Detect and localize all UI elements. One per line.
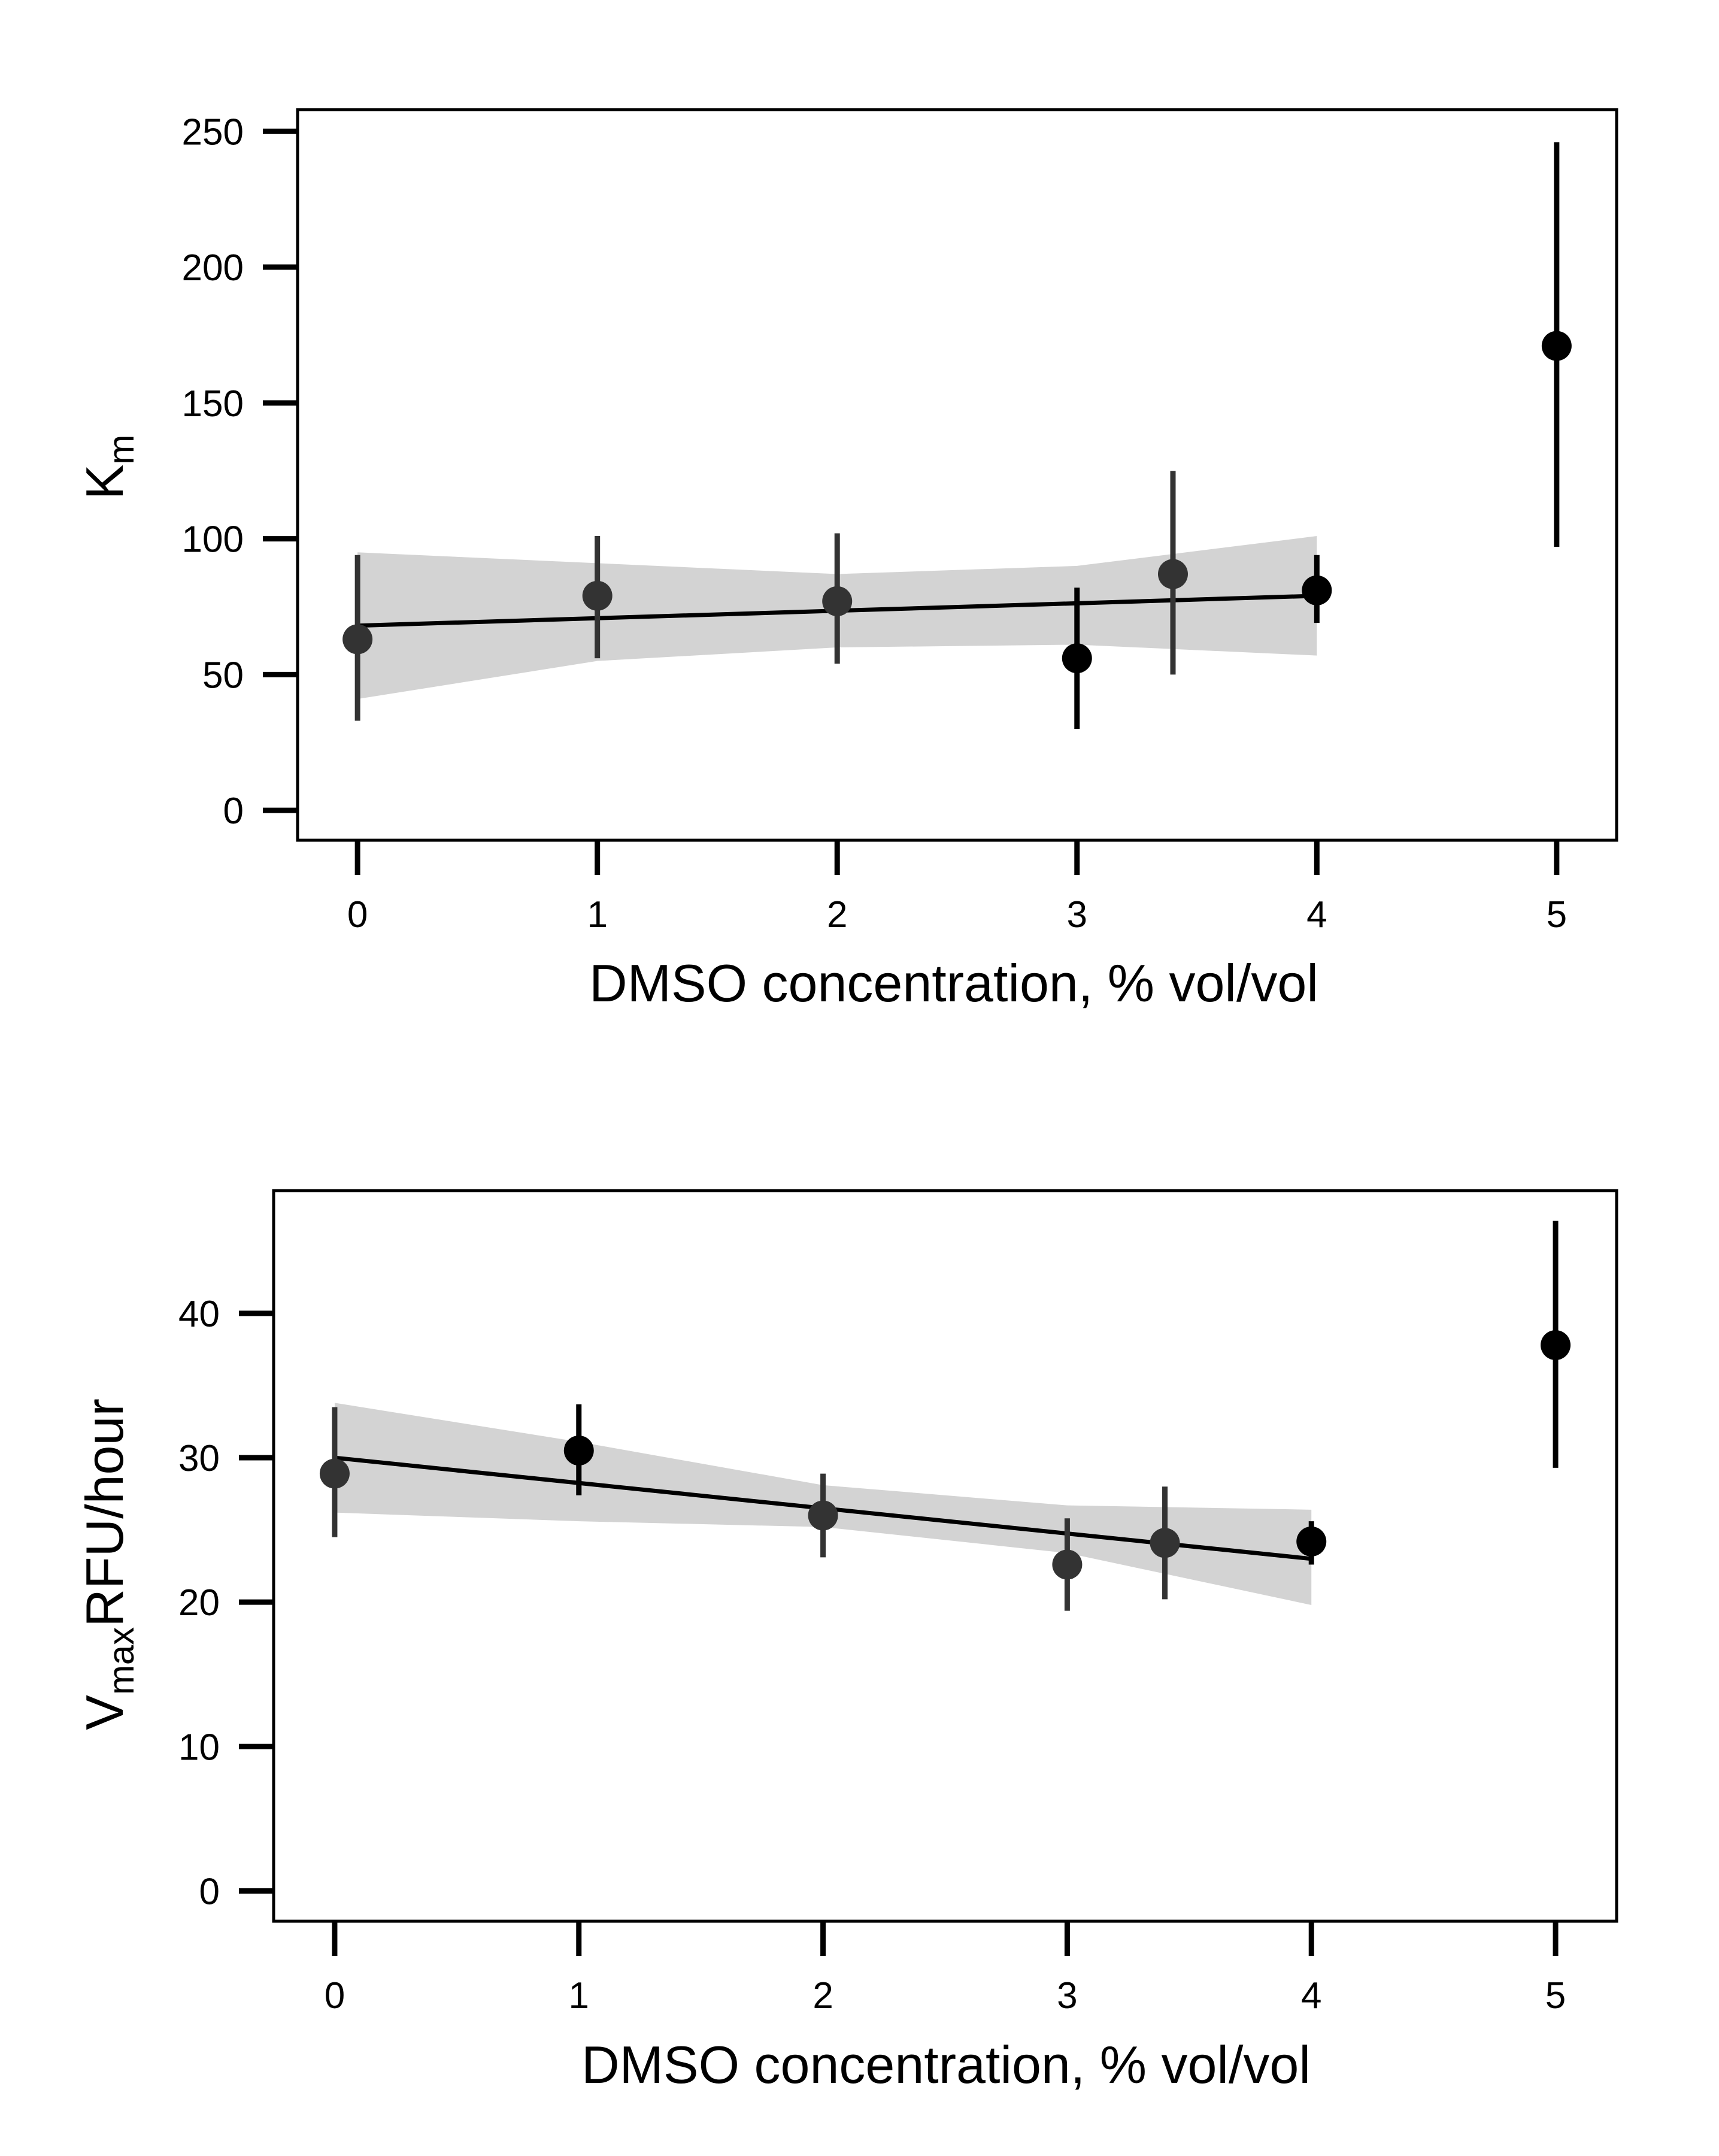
km-y-tick-label: 250 [182,111,244,153]
km-data-point [1157,559,1188,589]
km-data-point [822,586,853,616]
vmax-x-axis-label: DMSO concentration, % vol/vol [581,2035,1311,2094]
vmax-y-axis-label-sub: max [101,1627,141,1695]
vmax-y-axis-label-suffix: RFU/hour [75,1398,134,1627]
km-y-axis-label: Km [75,435,141,500]
km-y-tick-label: 0 [223,791,244,832]
km-y-axis-label-sub: m [101,435,141,465]
vmax-y-tick-label: 40 [178,1294,220,1335]
vmax-data-point [563,1435,594,1465]
vmax-data-point [1541,1330,1571,1360]
km-data-point [1541,331,1572,361]
vmax-data-point [808,1500,838,1531]
km-data-point [1062,643,1092,674]
km-data-point [1302,575,1332,605]
km-y-axis-label-main: K [75,465,134,500]
km-x-axis-label: DMSO concentration, % vol/vol [589,953,1318,1013]
km-x-tick-label: 0 [347,894,368,935]
vmax-y-tick-label: 10 [178,1727,220,1768]
vmax-x-tick-label: 4 [1301,1975,1321,2016]
vmax-data-point [1052,1549,1083,1580]
km-plot-frame [296,108,1618,842]
km-panel: 0 1 2 3 4 5 0 50 100 150 200 250 DMSO concentratio… [75,108,1618,1013]
vmax-y-axis-label: VmaxRFU/hour [75,1398,141,1730]
km-y-tick-label: 150 [182,383,244,425]
vmax-x-tick-label: 1 [569,1975,589,2016]
vmax-x-tick-label: 5 [1545,1975,1566,2016]
km-y-tick-label: 50 [202,655,244,696]
vmax-data-point [1296,1526,1327,1557]
vmax-plot-frame [272,1189,1618,1923]
vmax-x-tick-label: 2 [812,1975,833,2016]
km-y-tick-label: 200 [182,247,244,289]
vmax-panel: 0 1 2 3 4 5 0 10 20 30 40 DMSO concentration, % v… [75,1189,1618,2094]
km-x-tick-label: 1 [587,894,607,935]
km-x-tick-label: 3 [1067,894,1087,935]
vmax-x-tick-label: 0 [325,1975,345,2016]
vmax-y-tick-label: 20 [178,1582,220,1624]
vmax-y-axis-label-main: V [75,1695,134,1730]
km-data-point [582,580,613,611]
km-x-tick-label: 5 [1547,894,1567,935]
vmax-data-point [319,1458,350,1489]
km-y-tick-label: 100 [182,519,244,561]
vmax-data-point [1150,1528,1180,1558]
vmax-x-tick-label: 3 [1057,1975,1077,2016]
km-data-point [342,624,373,655]
km-x-tick-label: 2 [827,894,847,935]
vmax-y-tick-label: 30 [178,1438,220,1479]
km-x-tick-label: 4 [1306,894,1327,935]
vmax-y-tick-label: 0 [199,1871,220,1912]
